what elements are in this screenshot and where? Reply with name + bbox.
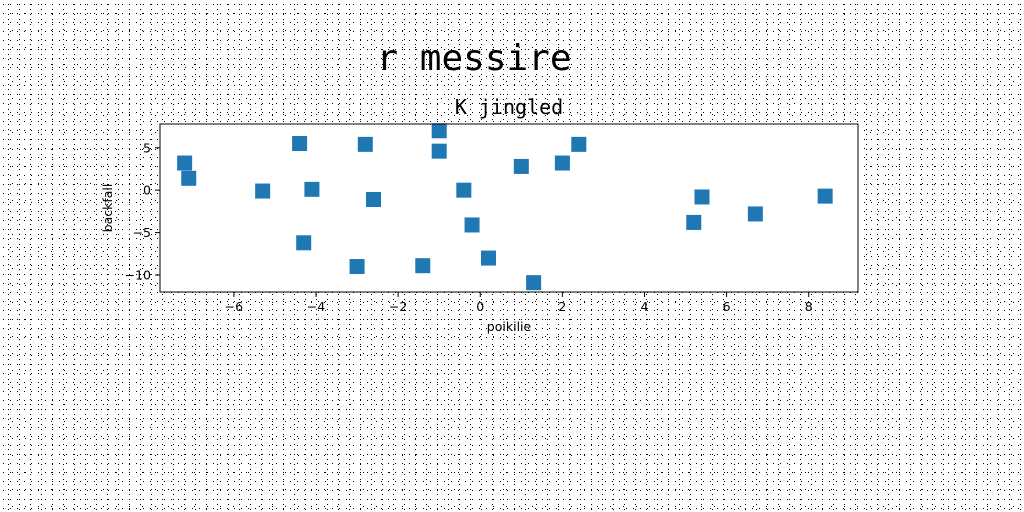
- data-point: [456, 182, 472, 198]
- x-tick-label: 0: [476, 299, 484, 314]
- y-tick-label: −5: [133, 225, 151, 240]
- data-point: [255, 183, 271, 199]
- figure-title: r messire: [376, 38, 571, 79]
- data-point: [694, 189, 710, 205]
- data-point: [181, 170, 197, 186]
- data-point: [431, 143, 447, 159]
- data-points: [177, 123, 833, 291]
- y-tick-label: −10: [125, 268, 151, 283]
- y-tick-label: 0: [143, 183, 151, 198]
- x-tick-label: 4: [641, 299, 649, 314]
- data-point: [747, 206, 763, 222]
- data-point: [686, 214, 702, 230]
- x-axis-label: poikilie: [487, 319, 532, 334]
- x-tick-label: 2: [558, 299, 566, 314]
- data-point: [431, 123, 447, 139]
- plot-frame: [159, 123, 859, 293]
- x-tick-label: −2: [389, 299, 407, 314]
- data-point: [571, 136, 587, 152]
- y-axis-ticks: 5 0 −5 −10: [125, 140, 160, 283]
- x-axis-ticks: −6 −4 −2 0 2 4 6 8: [225, 292, 813, 314]
- data-point: [817, 188, 833, 204]
- data-point: [349, 259, 365, 275]
- chart-title: K jingled: [455, 95, 563, 119]
- data-point: [366, 192, 382, 208]
- data-point: [464, 217, 480, 233]
- y-axis-label: backfall: [100, 184, 115, 233]
- x-tick-label: 8: [805, 299, 813, 314]
- x-tick-label: 6: [723, 299, 731, 314]
- data-point: [554, 155, 570, 171]
- data-point: [304, 181, 320, 197]
- data-point: [513, 158, 529, 174]
- plot-area: [160, 124, 858, 292]
- data-point: [415, 258, 431, 274]
- data-point: [357, 136, 373, 152]
- x-tick-label: −4: [307, 299, 325, 314]
- data-point: [526, 275, 542, 291]
- data-point: [292, 136, 308, 152]
- data-point: [296, 235, 312, 251]
- data-point: [480, 250, 496, 266]
- y-tick-label: 5: [143, 140, 151, 155]
- data-point: [177, 155, 193, 171]
- x-tick-label: −6: [225, 299, 243, 314]
